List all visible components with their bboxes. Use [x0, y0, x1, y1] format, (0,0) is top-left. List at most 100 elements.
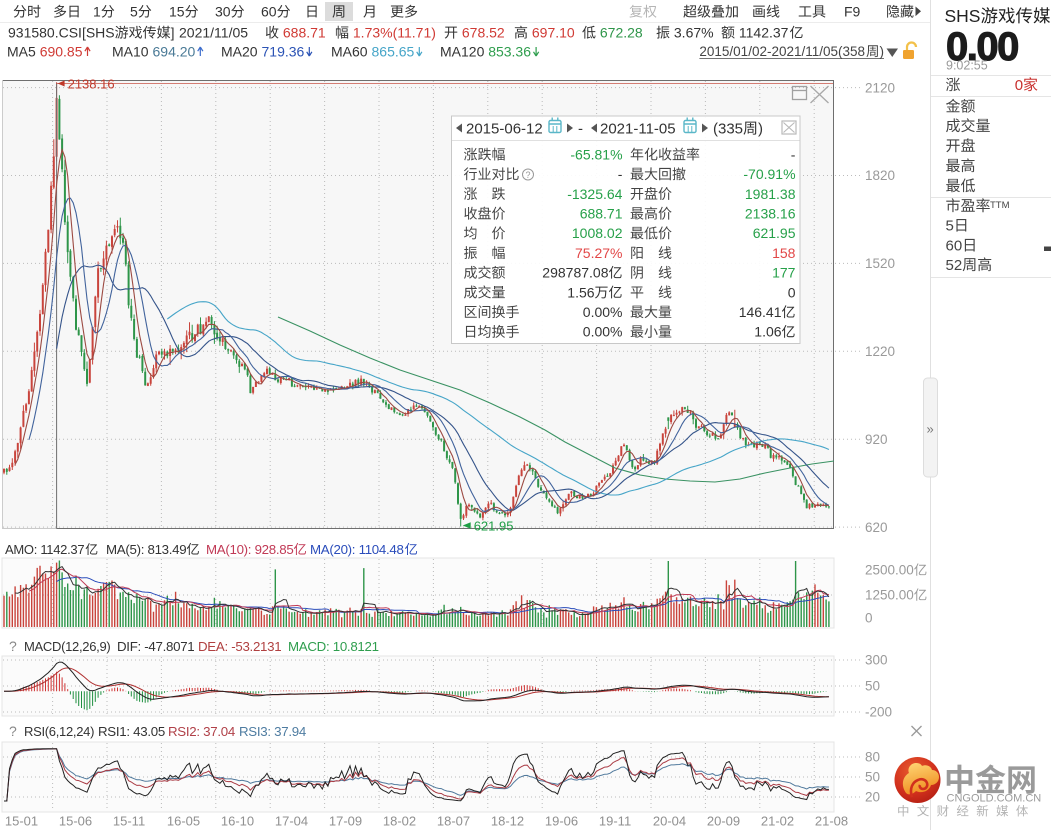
svg-text:15-01: 15-01: [5, 814, 38, 829]
svg-text:1820: 1820: [865, 168, 895, 183]
svg-text:2021-11-05: 2021-11-05: [600, 121, 676, 138]
svg-text:19-06: 19-06: [545, 814, 578, 829]
svg-text:1220: 1220: [865, 344, 895, 359]
svg-text:688.71: 688.71: [283, 25, 326, 41]
svg-text:2138.16: 2138.16: [68, 77, 115, 92]
svg-text:15-06: 15-06: [59, 814, 92, 829]
svg-text:-: -: [791, 146, 796, 162]
svg-text:MACD(12,26,9): MACD(12,26,9): [24, 639, 110, 654]
svg-text:177: 177: [772, 265, 796, 281]
svg-text:2021/11/05: 2021/11/05: [179, 25, 248, 41]
svg-text:MA20: MA20: [221, 44, 261, 60]
svg-text:]: ]: [171, 25, 175, 41]
svg-text:MA(20): 1104.48: MA(20): 1104.48: [310, 542, 404, 557]
svg-text:20-09: 20-09: [707, 814, 740, 829]
svg-text:60: 60: [946, 238, 963, 255]
svg-text:-65.81%: -65.81%: [570, 146, 622, 162]
svg-text:146.41: 146.41: [739, 304, 782, 320]
svg-text:RSI3: 37.94: RSI3: 37.94: [239, 724, 306, 739]
svg-text:-200: -200: [865, 705, 892, 720]
svg-text:50: 50: [865, 679, 880, 694]
svg-text:?: ?: [9, 638, 17, 654]
svg-text:2500.00: 2500.00: [865, 563, 914, 578]
svg-text:1: 1: [93, 4, 101, 20]
svg-text:20-04: 20-04: [653, 814, 686, 829]
svg-text:MA10: MA10: [112, 44, 152, 60]
svg-text:-: -: [578, 121, 583, 138]
svg-text:688.71: 688.71: [580, 206, 623, 222]
svg-text:18-07: 18-07: [437, 814, 470, 829]
svg-text:): ): [880, 44, 885, 59]
svg-text:853.36: 853.36: [488, 44, 531, 60]
svg-text:697.10: 697.10: [532, 25, 575, 41]
svg-text:694.20: 694.20: [153, 44, 196, 60]
svg-text:1250.00: 1250.00: [865, 588, 914, 603]
svg-text:TTM: TTM: [990, 200, 1010, 211]
svg-text:19-11: 19-11: [599, 814, 631, 829]
svg-text:30: 30: [215, 4, 231, 20]
svg-text:»: »: [927, 422, 934, 437]
svg-text:RSI1: 43.05: RSI1: 43.05: [98, 724, 165, 739]
svg-text:158: 158: [772, 245, 796, 261]
svg-text:MA120: MA120: [440, 44, 488, 60]
svg-text:1981.38: 1981.38: [745, 186, 796, 202]
svg-text:678.52: 678.52: [462, 25, 505, 41]
svg-text:298787.08: 298787.08: [542, 265, 608, 281]
svg-text:AMO: 1142.37: AMO: 1142.37: [5, 542, 84, 557]
svg-text:21-08: 21-08: [815, 814, 848, 829]
svg-text:-1325.64: -1325.64: [567, 186, 622, 202]
svg-text:SHS: SHS: [945, 6, 981, 26]
svg-text:DEA: -53.2131: DEA: -53.2131: [198, 639, 281, 654]
svg-text:-: -: [618, 166, 623, 182]
svg-text:16-05: 16-05: [167, 814, 200, 829]
svg-text:18-12: 18-12: [491, 814, 524, 829]
svg-text:?: ?: [526, 170, 531, 180]
svg-text:17-04: 17-04: [275, 814, 308, 829]
svg-text:2138.16: 2138.16: [745, 206, 796, 222]
svg-text:5: 5: [946, 218, 954, 235]
svg-text:15-11: 15-11: [113, 814, 145, 829]
svg-text:RSI2: 37.04: RSI2: 37.04: [168, 724, 235, 739]
svg-text:1.56: 1.56: [567, 284, 594, 300]
svg-text:50: 50: [865, 770, 880, 785]
svg-text:1520: 1520: [865, 256, 895, 271]
svg-text:672.28: 672.28: [600, 25, 643, 41]
svg-text:(335: (335: [713, 121, 743, 138]
svg-text:F9: F9: [844, 4, 861, 20]
svg-text:2120: 2120: [865, 80, 895, 95]
svg-text:CNGOLD.COM.CN: CNGOLD.COM.CN: [947, 793, 1042, 805]
svg-text:17-09: 17-09: [329, 814, 362, 829]
svg-text:719.36: 719.36: [262, 44, 305, 60]
svg-text:): ): [758, 121, 763, 138]
svg-text:DIF: -47.8071: DIF: -47.8071: [117, 639, 194, 654]
svg-text:0: 0: [788, 284, 796, 300]
svg-text:931580.CSI[SHS: 931580.CSI[SHS: [8, 25, 115, 41]
svg-text:1.73%(11.71): 1.73%(11.71): [353, 25, 436, 41]
svg-text:3.67%: 3.67%: [674, 25, 714, 41]
svg-text:1.06: 1.06: [754, 324, 781, 340]
svg-text:0.00: 0.00: [946, 25, 1018, 69]
svg-text:2015-06-12: 2015-06-12: [466, 121, 543, 138]
svg-text:0.00%: 0.00%: [583, 304, 623, 320]
svg-text:MACD: 10.8121: MACD: 10.8121: [288, 639, 379, 654]
svg-text:0: 0: [865, 611, 873, 626]
svg-text:15: 15: [169, 4, 185, 20]
svg-text:80: 80: [865, 750, 880, 765]
svg-text:75.27%: 75.27%: [575, 245, 622, 261]
svg-text:60: 60: [261, 4, 277, 20]
svg-text:MA(5): 813.49: MA(5): 813.49: [106, 542, 186, 557]
svg-text:16-10: 16-10: [221, 814, 254, 829]
svg-text:621.95: 621.95: [474, 519, 514, 534]
svg-text:0: 0: [1015, 77, 1023, 94]
svg-text:RSI(6,12,24): RSI(6,12,24): [24, 724, 94, 739]
svg-text:920: 920: [865, 432, 888, 447]
svg-text:18-02: 18-02: [383, 814, 416, 829]
svg-text:21-02: 21-02: [761, 814, 794, 829]
svg-text:620: 620: [865, 520, 888, 535]
svg-text:865.65: 865.65: [372, 44, 415, 60]
svg-text:300: 300: [865, 653, 888, 668]
svg-text:9:02:55: 9:02:55: [946, 59, 988, 73]
svg-text:MA60: MA60: [331, 44, 371, 60]
svg-text:690.85: 690.85: [40, 44, 83, 60]
svg-text:5: 5: [130, 4, 138, 20]
